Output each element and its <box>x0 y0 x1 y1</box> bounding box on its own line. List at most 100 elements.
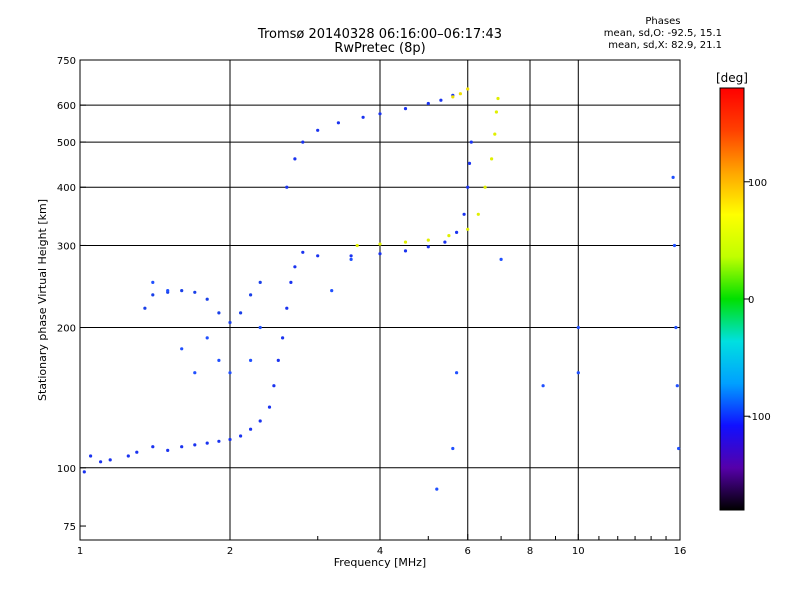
data-point <box>378 252 382 256</box>
x-tick-label: 8 <box>527 546 533 557</box>
phase-stats-title: Phases <box>645 16 681 27</box>
colorbar-tick-label: 100 <box>748 178 767 189</box>
data-point <box>193 290 197 294</box>
y-tick-label: 500 <box>57 138 76 149</box>
data-point <box>135 450 139 454</box>
axis-ticks: 1 2 4 6 8 10 16 75 100 200 300 400 500 600 750 <box>57 56 686 557</box>
data-point <box>228 437 232 442</box>
data-point <box>193 371 197 375</box>
data-point <box>285 185 289 189</box>
data-point <box>151 445 155 449</box>
data-point <box>469 140 473 144</box>
data-point <box>285 306 289 310</box>
data-point <box>166 289 170 293</box>
data-point <box>466 227 470 231</box>
data-point <box>126 454 130 458</box>
data-point <box>378 242 382 246</box>
phase-stats-box: Phases mean, sd,O: -92.5, 15.1 mean, sd,… <box>604 16 722 52</box>
data-point <box>674 325 678 330</box>
colorbar <box>720 88 744 510</box>
data-point <box>205 441 209 445</box>
data-point <box>439 98 443 102</box>
data-point <box>361 115 365 119</box>
x-tick-label: 1 <box>77 546 83 557</box>
chart-title: Tromsø 20140328 06:16:00–06:17:43 <box>257 27 503 42</box>
data-point <box>447 234 451 238</box>
data-point <box>499 257 503 261</box>
data-point <box>677 446 681 451</box>
data-point <box>403 107 408 111</box>
data-point <box>494 110 498 114</box>
x-tick-label: 6 <box>465 546 471 557</box>
data-point <box>316 254 320 258</box>
data-point <box>151 280 155 284</box>
colorbar-tick-label: -100 <box>748 412 771 423</box>
chart-subtitle: RwPretec (8p) <box>334 41 426 56</box>
data-point <box>483 185 487 189</box>
data-point <box>476 212 480 216</box>
data-point <box>576 371 580 375</box>
data-point <box>258 419 262 423</box>
data-point <box>451 95 455 99</box>
data-point <box>541 384 545 388</box>
data-point <box>193 443 197 447</box>
data-point <box>180 347 184 351</box>
data-point <box>355 243 359 248</box>
data-point <box>455 371 459 375</box>
data-point <box>217 439 221 443</box>
data-point <box>435 487 439 491</box>
x-tick-label: 16 <box>674 546 687 557</box>
data-point <box>378 112 382 116</box>
data-point <box>301 140 305 144</box>
data-point <box>180 445 184 449</box>
data-point <box>217 311 221 315</box>
data-point <box>403 240 408 244</box>
data-point <box>490 157 494 161</box>
phase-stats-o: mean, sd,O: -92.5, 15.1 <box>603 28 722 39</box>
colorbar-ticks: -100 0 100 <box>744 178 771 423</box>
data-point <box>426 245 430 249</box>
data-point <box>217 358 221 362</box>
data-point <box>99 460 103 464</box>
data-point <box>205 336 209 340</box>
data-point <box>151 293 155 297</box>
data-point <box>108 458 112 462</box>
data-point <box>496 96 500 101</box>
colorbar-label: [deg] <box>716 71 748 85</box>
y-tick-label: 750 <box>57 56 76 67</box>
data-point <box>576 325 580 330</box>
data-point <box>267 405 272 409</box>
y-tick-label: 75 <box>63 522 76 533</box>
data-point <box>258 325 262 330</box>
data-point <box>166 448 170 452</box>
data-point <box>426 101 430 106</box>
data-point <box>276 358 280 362</box>
data-point <box>466 87 470 91</box>
data-point <box>462 212 466 216</box>
data-point <box>272 384 276 388</box>
data-point <box>239 311 243 315</box>
data-point <box>316 128 320 132</box>
data-point <box>671 175 675 179</box>
data-point <box>249 427 253 431</box>
data-point <box>180 289 184 293</box>
y-tick-label: 100 <box>57 464 76 475</box>
y-tick-label: 200 <box>57 324 76 335</box>
grid <box>80 60 680 540</box>
data-point <box>467 161 472 165</box>
data-point <box>249 358 253 362</box>
y-tick-label: 400 <box>57 183 76 194</box>
y-tick-label: 600 <box>57 101 76 112</box>
data-point <box>249 293 253 297</box>
data-point <box>455 230 459 234</box>
data-point <box>675 384 679 388</box>
data-point <box>426 238 430 242</box>
data-point <box>493 132 497 136</box>
data-point <box>403 249 408 253</box>
x-tick-label: 4 <box>377 546 383 557</box>
colorbar-tick-label: 0 <box>748 295 754 306</box>
data-point <box>672 243 677 248</box>
data-point <box>451 446 455 451</box>
data-point <box>336 121 340 125</box>
